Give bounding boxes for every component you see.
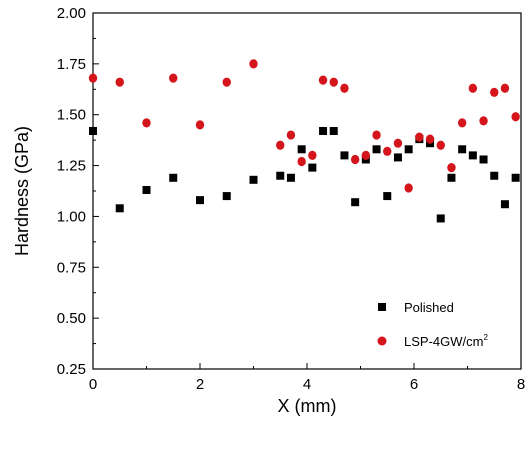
legend: Polished LSP-4GW/cm2 [377, 300, 488, 349]
data-point-lsp [276, 140, 285, 150]
y-tick-label: 1.50 [57, 107, 86, 124]
data-point-polished [383, 192, 392, 201]
data-point-lsp [361, 150, 371, 160]
data-point-polished [308, 163, 317, 172]
axis-ticks [92, 12, 522, 370]
data-point-polished [249, 175, 258, 184]
data-point-lsp [195, 120, 205, 130]
data-point-lsp [88, 73, 98, 83]
data-point-lsp [404, 183, 413, 193]
data-point-polished [458, 145, 467, 154]
data-point-lsp [415, 132, 424, 142]
data-point-lsp [340, 83, 349, 93]
legend-marker-lsp [377, 336, 387, 346]
tick-labels: 0 2 4 6 8 0.25 0.50 0.75 1.00 1.25 1.50 1.75 2.00 [57, 5, 525, 393]
y-axis-title: Hardness (GPa) [12, 126, 32, 256]
x-axis-title: X (mm) [278, 396, 337, 416]
data-point-lsp [447, 163, 456, 173]
data-point-lsp [393, 138, 403, 148]
data-point-polished [500, 200, 509, 209]
data-point-lsp [249, 59, 258, 69]
data-point-polished [393, 153, 402, 162]
data-point-polished [511, 173, 520, 182]
data-point-polished [89, 126, 97, 135]
data-point-lsp [115, 77, 124, 87]
legend-label-polished: Polished [404, 300, 454, 315]
data-point-polished [115, 204, 124, 213]
data-point-lsp [372, 130, 381, 140]
data-point-polished [351, 198, 360, 207]
data-point-polished [329, 126, 338, 135]
data-point-polished [340, 151, 349, 160]
data-point-lsp [457, 118, 467, 128]
data-point-polished [196, 196, 204, 205]
data-point-lsp [350, 154, 360, 165]
data-point-lsp [383, 146, 392, 156]
plot-frame [92, 12, 522, 370]
y-tick-label: 1.75 [57, 56, 86, 73]
data-point-lsp [308, 150, 317, 160]
data-point-lsp [425, 134, 435, 144]
data-point-polished [276, 171, 285, 180]
data-point-polished [222, 192, 231, 201]
data-points [88, 59, 520, 223]
data-point-polished [286, 173, 295, 182]
data-point-polished [468, 151, 477, 160]
legend-label-lsp: LSP-4GW/cm2 [404, 333, 488, 349]
data-point-polished [479, 155, 488, 164]
x-tick-label: 0 [89, 376, 97, 393]
y-tick-label: 2.00 [57, 5, 86, 22]
data-point-polished [447, 173, 456, 182]
data-point-lsp [169, 73, 178, 83]
y-tick-label: 0.75 [57, 259, 86, 276]
data-point-lsp [436, 140, 445, 150]
x-tick-label: 2 [196, 376, 204, 393]
data-point-lsp [468, 83, 478, 93]
data-point-polished [372, 145, 381, 154]
x-tick-label: 6 [410, 376, 418, 393]
data-point-lsp [490, 87, 499, 97]
data-point-polished [490, 171, 499, 180]
data-point-polished [404, 145, 413, 154]
data-point-lsp [297, 156, 306, 167]
x-tick-label: 8 [517, 376, 525, 393]
y-tick-label: 1.00 [57, 208, 86, 225]
y-tick-label: 1.25 [57, 158, 86, 175]
data-point-polished [142, 185, 151, 194]
data-point-polished [319, 126, 328, 135]
data-point-polished [436, 214, 445, 223]
y-tick-label: 0.50 [57, 310, 86, 327]
x-tick-label: 4 [303, 376, 311, 393]
data-point-polished [297, 145, 306, 154]
data-point-lsp [479, 116, 488, 126]
data-point-lsp [286, 130, 296, 140]
legend-marker-polished [378, 303, 386, 311]
data-point-lsp [329, 77, 338, 87]
data-point-lsp [511, 112, 520, 122]
data-point-lsp [142, 118, 151, 128]
data-point-lsp [318, 75, 328, 85]
data-point-lsp [222, 77, 231, 87]
data-point-polished [169, 173, 178, 182]
data-point-lsp [500, 83, 510, 93]
y-tick-label: 0.25 [57, 361, 86, 378]
